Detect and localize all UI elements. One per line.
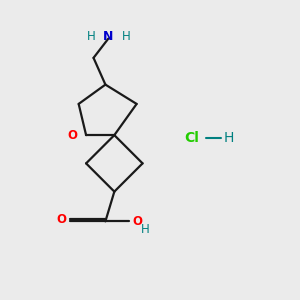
Text: N: N (103, 30, 114, 43)
Text: H: H (224, 131, 234, 145)
Text: H: H (87, 30, 96, 43)
Text: H: H (141, 223, 150, 236)
Text: O: O (133, 215, 143, 228)
Text: O: O (68, 129, 78, 142)
Text: Cl: Cl (184, 131, 199, 145)
Text: O: O (56, 213, 66, 226)
Text: H: H (122, 30, 130, 43)
